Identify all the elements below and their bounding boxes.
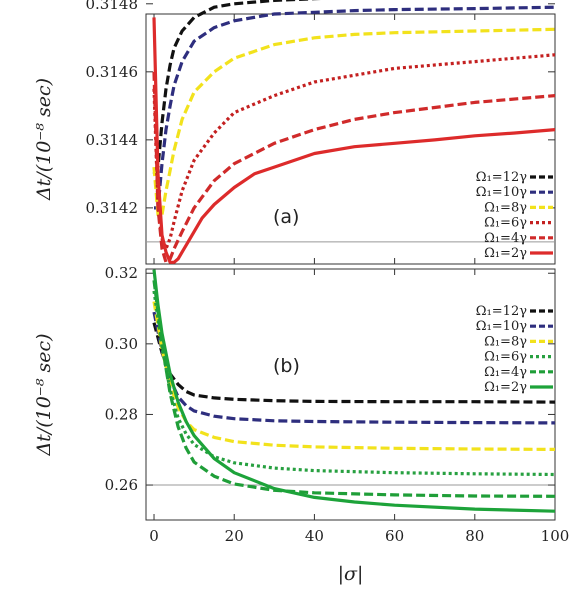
legend-label: Ω₁=2γ xyxy=(484,246,527,261)
series-group-b xyxy=(152,269,556,513)
panel-label-b: (b) xyxy=(273,355,300,377)
y-tick-label: 0.28 xyxy=(105,405,138,423)
y-tick-label: 0.3142 xyxy=(86,199,139,217)
series-line xyxy=(152,71,556,264)
legend-label: Ω₁=12γ xyxy=(476,170,527,185)
y-tick-label: 0.3144 xyxy=(86,131,139,149)
legend-label: Ω₁=8γ xyxy=(484,200,527,215)
y-tick-label: 0.30 xyxy=(105,335,138,353)
series-group-a xyxy=(152,0,556,264)
legend-label: Ω₁=12γ xyxy=(476,304,527,319)
series-line xyxy=(152,280,556,498)
x-tick-label: 60 xyxy=(385,527,404,545)
x-tick-label: 80 xyxy=(465,527,484,545)
series-line xyxy=(152,53,556,251)
y-axis-title-b: Δt/(10⁻⁸ sec) xyxy=(33,333,55,456)
y-ticks-b: 0.26 0.28 0.30 0.32 xyxy=(105,264,555,494)
x-tick-label: 0 xyxy=(149,527,159,545)
y-axis-title-a: Δt/(10⁻⁸ sec) xyxy=(33,78,55,201)
y-tick-label: 0.26 xyxy=(105,476,138,494)
legend-label: Ω₁=6γ xyxy=(484,350,527,365)
series-line xyxy=(152,17,556,264)
x-tick-label: 20 xyxy=(225,527,244,545)
y-tick-label: 0.3148 xyxy=(86,0,139,13)
series-line xyxy=(152,269,556,513)
panel-b: 0.26 0.28 0.30 0.32 0 20 40 60 80 100 Ω₁=12γΩ₁=1… xyxy=(33,264,569,545)
legend-label: Ω₁=4γ xyxy=(484,231,527,246)
plot-frame-a xyxy=(145,13,556,265)
x-ticks-a xyxy=(153,14,556,264)
legend-label: Ω₁=6γ xyxy=(484,216,527,231)
x-tick-label: 100 xyxy=(541,527,570,545)
x-axis-title: |σ| xyxy=(338,563,364,585)
series-line xyxy=(154,5,556,210)
series-line xyxy=(152,0,322,175)
y-ticks-a: 0.3142 0.3144 0.3146 0.3148 xyxy=(86,0,555,217)
panel-label-a: (a) xyxy=(273,206,299,228)
x-ticks-b: 0 20 40 60 80 100 xyxy=(149,269,569,545)
y-tick-label: 0.32 xyxy=(105,264,138,282)
legend-label: Ω₁=10γ xyxy=(476,319,527,334)
x-tick-label: 40 xyxy=(305,527,324,545)
y-tick-label: 0.3146 xyxy=(86,63,139,81)
legend-label: Ω₁=8γ xyxy=(484,334,527,349)
legend-label: Ω₁=10γ xyxy=(476,185,527,200)
legend-label: Ω₁=4γ xyxy=(484,365,527,380)
plot-frame-b xyxy=(145,268,556,521)
legend-label: Ω₁=2γ xyxy=(484,380,527,395)
